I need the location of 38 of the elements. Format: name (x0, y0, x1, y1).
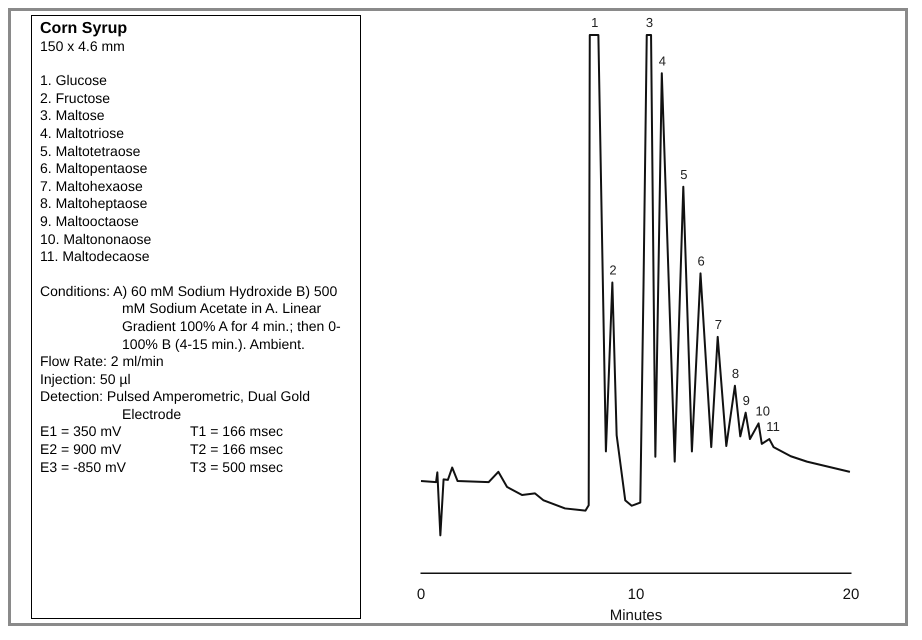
text: 3. Maltose (40, 107, 106, 125)
text: Corn Syrup (40, 20, 128, 38)
annotation: 4 (658, 53, 666, 68)
annotation: 5 (680, 166, 688, 182)
annotation: 6 (698, 253, 705, 268)
text: Conditions: A) 60 mM Sodium Hydroxide B) 500 mM Sodium Acetate in A. Linear Gradient 100% A for 4 min.; then 0-100% B (4-15 min.). Ambient. (40, 282, 342, 354)
x-tick-label: 10 (628, 586, 644, 604)
text: T3 = 500 msec (190, 458, 284, 476)
text: E1 = 350 mV (40, 423, 122, 442)
annotation: 3 (646, 15, 654, 30)
annotation: 9 (742, 392, 750, 408)
text: 4. Maltotriose (40, 124, 126, 143)
text: Injection: 50 µl (40, 370, 132, 388)
annotation: 2 (609, 262, 617, 278)
annotation: 8 (732, 366, 740, 381)
text: Flow Rate: 2 ml/min (40, 353, 165, 371)
x-tick-label: 0 (416, 586, 426, 604)
text: 150 x 4.6 mm (40, 38, 126, 56)
text: 8. Maltoheptaose (40, 195, 148, 213)
text: 1. Glucose (40, 72, 108, 90)
text: E3 = -850 mV (40, 458, 127, 476)
text: 9. Maltooctaose (40, 212, 140, 231)
x-axis-title: Minutes (610, 607, 662, 624)
text: 11. Maltodecaose (40, 248, 150, 266)
text: 2. Fructose (40, 90, 112, 108)
text: 10. Maltononaose (40, 230, 152, 248)
x-tick-label: 20 (842, 586, 860, 604)
annotation: 10 (756, 404, 770, 419)
text: T2 = 166 msec (190, 441, 284, 459)
annotation: 7 (714, 316, 722, 332)
text: Detection: Pulsed Amperometric, Dual Gold Electrode (40, 388, 312, 424)
annotation: 11 (766, 419, 780, 434)
text: 7. Maltohexaose (40, 178, 144, 196)
text: 5. Maltotetraose (40, 142, 142, 160)
text: 6. Maltopentaose (40, 160, 148, 178)
text: T1 = 166 msec (190, 423, 284, 442)
annotation: 1 (591, 15, 598, 30)
text: E2 = 900 mV (40, 441, 122, 459)
